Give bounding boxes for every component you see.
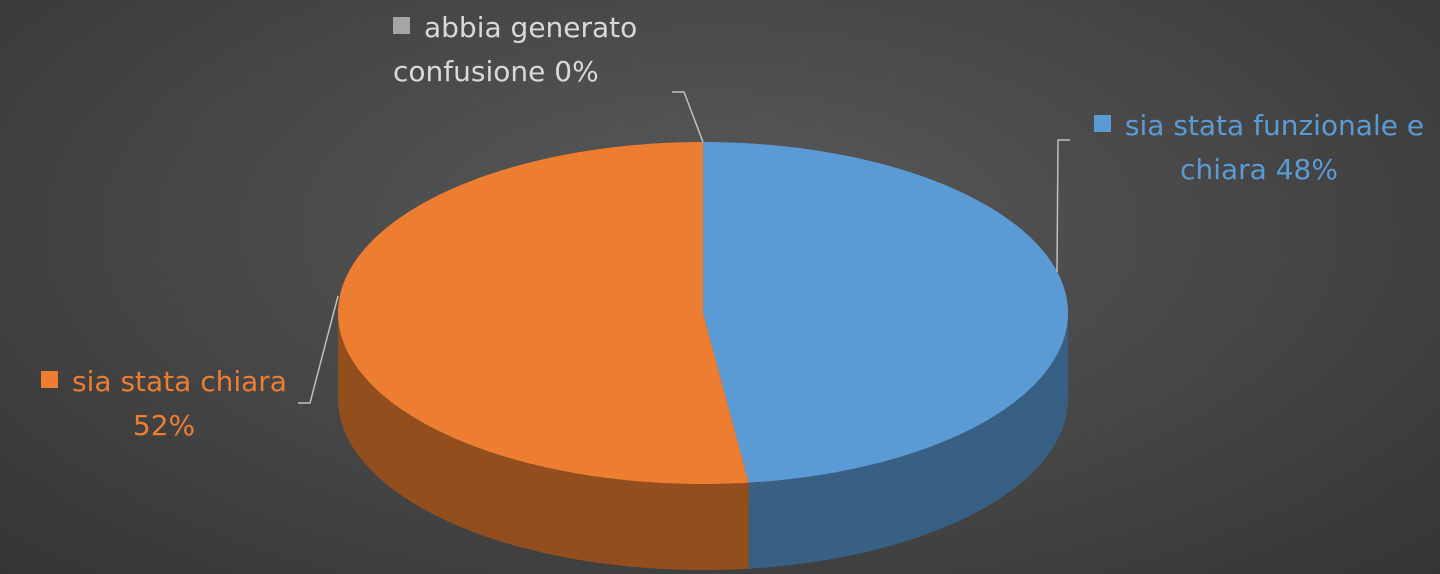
slice-side: [338, 313, 749, 570]
label-category: abbia generato confusione: [393, 11, 638, 88]
data-label: sia stata chiara 52%: [14, 360, 314, 448]
slice: [703, 142, 1068, 483]
label-value: 0%: [554, 55, 599, 88]
leader-line: [298, 295, 339, 404]
slice: [338, 142, 749, 484]
leader-line: [1056, 139, 1070, 273]
data-label: sia stata funzionale e chiara 48%: [1078, 104, 1440, 192]
label-value: 48%: [1275, 153, 1338, 186]
label-category: sia stata chiara: [72, 365, 287, 398]
leader-line: [672, 91, 704, 143]
legend-swatch: [1093, 115, 1111, 132]
leader-lines: [298, 91, 1070, 404]
legend-swatch: [393, 17, 410, 34]
legend-swatch: [41, 371, 59, 388]
slice-side: [748, 313, 1068, 569]
label-category: sia stata funzionale e chiara: [1124, 109, 1425, 186]
data-label: abbia generato confusione 0%: [393, 6, 693, 94]
label-value: 52%: [132, 409, 196, 442]
